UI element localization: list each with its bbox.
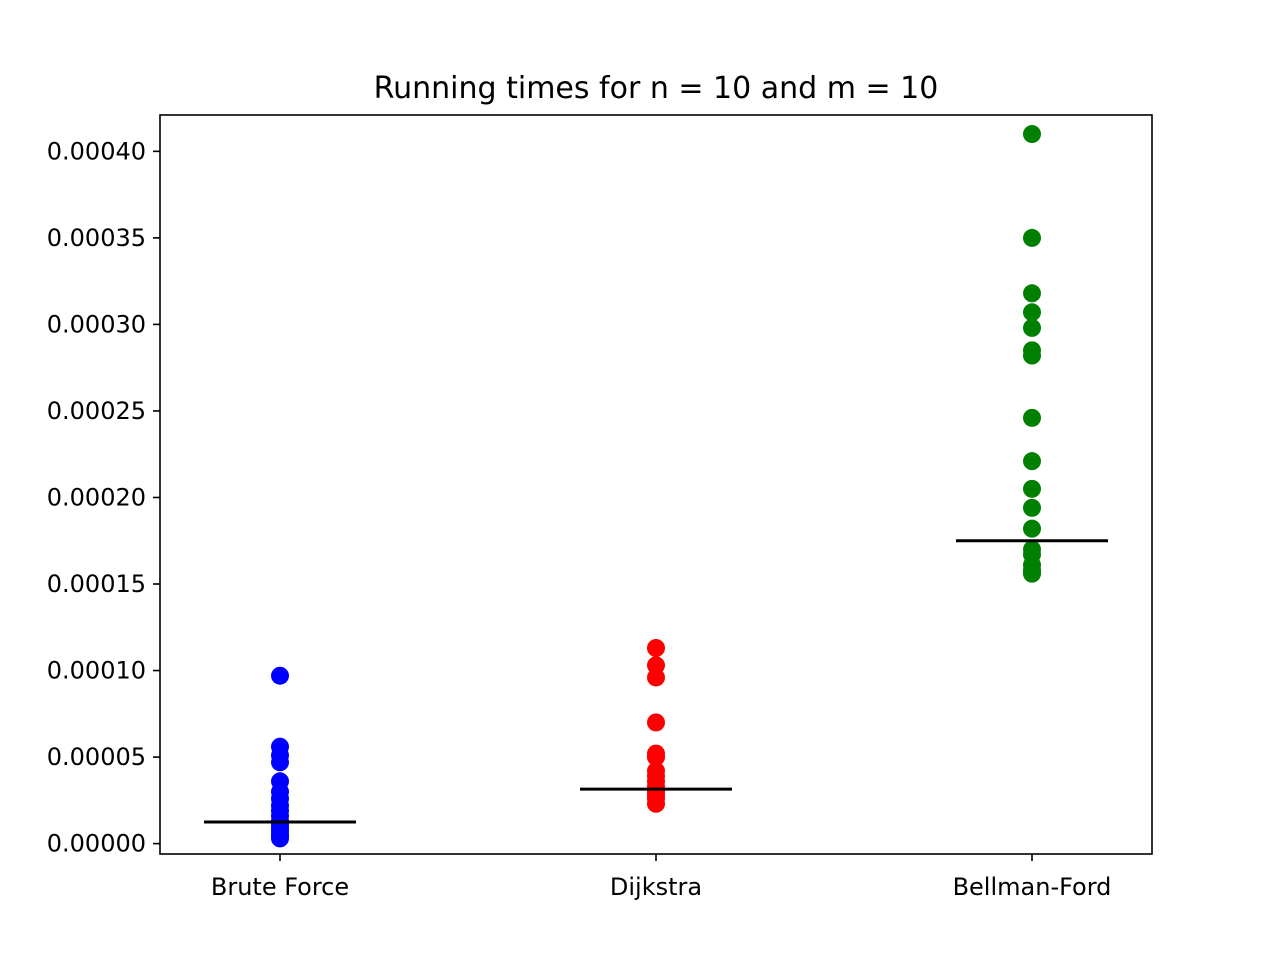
x-axis: Brute Force Dijkstra Bellman-Ford bbox=[211, 854, 1112, 901]
data-point bbox=[1023, 479, 1041, 498]
series-brute-force bbox=[204, 666, 356, 848]
data-point bbox=[271, 753, 289, 772]
y-axis: 0.00000 0.00005 0.00010 0.00015 0.00020 0.000… bbox=[47, 137, 160, 858]
chart-title: Running times for n = 10 and m = 10 bbox=[374, 71, 939, 106]
data-point bbox=[1023, 564, 1041, 583]
y-tick-label: 0.00025 bbox=[47, 397, 146, 425]
x-tick-label: Bellman-Ford bbox=[953, 873, 1112, 901]
series-bellman-ford bbox=[956, 125, 1108, 583]
data-point bbox=[1023, 303, 1041, 322]
data-point bbox=[647, 668, 665, 687]
data-point bbox=[1023, 228, 1041, 247]
data-point bbox=[1023, 519, 1041, 538]
y-tick-label: 0.00010 bbox=[47, 657, 146, 685]
data-point bbox=[1023, 125, 1041, 144]
y-tick-label: 0.00035 bbox=[47, 224, 146, 252]
y-tick-label: 0.00040 bbox=[47, 137, 146, 165]
y-tick-label: 0.00020 bbox=[47, 483, 146, 511]
data-point bbox=[647, 639, 665, 658]
plot-frame bbox=[159, 114, 1153, 855]
data-point bbox=[1023, 284, 1041, 303]
data-point bbox=[1023, 318, 1041, 337]
data-point bbox=[1023, 346, 1041, 365]
x-tick-label: Dijkstra bbox=[610, 873, 702, 901]
data-point bbox=[1023, 498, 1041, 517]
data-point bbox=[271, 666, 289, 685]
data-point bbox=[647, 713, 665, 732]
y-tick-label: 0.00005 bbox=[47, 743, 146, 771]
data-point bbox=[647, 794, 665, 813]
data-point bbox=[1023, 408, 1041, 427]
x-tick-label: Brute Force bbox=[211, 873, 349, 901]
y-tick-label: 0.00000 bbox=[47, 830, 146, 858]
data-point bbox=[647, 748, 665, 767]
data-point bbox=[1023, 452, 1041, 471]
series-dijkstra bbox=[580, 639, 732, 813]
plot-marks bbox=[204, 125, 1108, 848]
y-tick-label: 0.00015 bbox=[47, 570, 146, 598]
y-tick-label: 0.00030 bbox=[47, 310, 146, 338]
data-point bbox=[271, 829, 289, 848]
